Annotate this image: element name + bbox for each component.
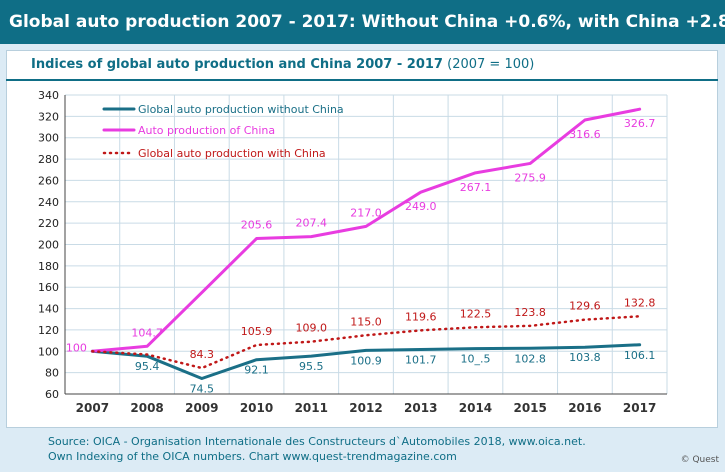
data-label-1-10: 326.7 [624,117,656,130]
chart-subtitle: Indices of global auto production and Ch… [31,57,534,72]
x-tick-label-2013: 2013 [404,401,437,415]
y-tick-label-120: 120 [38,324,59,337]
series-line-2 [91,315,641,370]
x-tick-label-2009: 2009 [185,401,218,415]
header-title: Global auto production 2007 - 2017: With… [0,0,725,44]
y-tick-label-240: 240 [38,196,59,209]
y-tick-label-140: 140 [38,303,59,316]
data-label-0-10: 106.1 [624,349,656,362]
x-tick-label-2015: 2015 [513,401,546,415]
chart-data-labels: 95.4 74.5 92.1 95.5 100.9 101.7 10_.5 102.8 103.… [66,117,656,395]
x-tick-label-2007: 2007 [76,401,109,415]
chart-panel [6,50,718,428]
y-tick-label-100: 100 [38,345,59,358]
y-tick-label-320: 320 [38,110,59,123]
data-label-2-9: 129.6 [569,300,601,313]
copyright-credit: © Quest [680,455,719,465]
x-tick-label-2017: 2017 [623,401,656,415]
data-label-1-4: 207.4 [296,217,328,230]
data-label-2-6: 119.6 [405,310,437,323]
legend-label-2: Global auto production with China [138,147,326,160]
source-line-2: Own Indexing of the OICA numbers. Chart … [48,450,457,463]
data-label-0-6: 101.7 [405,353,437,366]
data-label-2-5: 115.0 [350,315,382,328]
data-label-0-2: 74.5 [190,383,215,396]
data-label-2-8: 123.8 [514,306,546,319]
x-tick-label-2016: 2016 [568,401,601,415]
y-tick-label-200: 200 [38,239,59,252]
y-tick-label-180: 180 [38,260,59,273]
subtitle-main: Indices of global auto production and Ch… [31,57,443,72]
y-tick-label-300: 300 [38,132,59,145]
source-line-1: Source: OICA - Organisation Internationa… [48,435,586,448]
y-tick-label-80: 80 [45,367,59,380]
data-label-0-1: 95.4 [135,360,160,373]
y-tick-label-220: 220 [38,217,59,230]
y-tick-label-280: 280 [38,153,59,166]
data-label-1-9: 316.6 [569,128,601,141]
data-label-1-8: 275.9 [514,171,546,184]
data-label-0-7: 10_.5 [460,353,490,366]
data-label-1-6: 249.0 [405,200,437,213]
chart-series [90,107,642,381]
y-tick-label-260: 260 [38,174,59,187]
chart-legend: Global auto production without China Auto… [102,103,344,160]
x-tick-label-2012: 2012 [349,401,382,415]
x-tick-label-2010: 2010 [240,401,273,415]
chart-axes: 60 80 100 120 140 160 180 200 220 240 260 280 300 320… [38,89,667,415]
data-label-1-3: 205.6 [241,219,273,232]
x-tick-label-2014: 2014 [459,401,492,415]
data-label-0-9: 103.8 [569,351,601,364]
data-label-0-8: 102.8 [514,352,546,365]
x-tick-label-2011: 2011 [295,401,328,415]
y-tick-label-60: 60 [45,388,59,401]
data-label-2-4: 109.0 [296,322,328,335]
data-label-2-10: 132.8 [624,296,656,309]
data-label-0-5: 100.9 [350,354,382,367]
data-label-1-0: 100 [66,341,87,354]
data-label-1-5: 217.0 [350,206,382,219]
y-tick-label-340: 340 [38,89,59,102]
data-label-0-4: 95.5 [299,360,324,373]
data-label-1-1: 104.7 [131,326,163,339]
data-label-2-2: 84.3 [190,348,215,361]
x-tick-label-2008: 2008 [130,401,163,415]
subtitle-note: (2007 = 100) [447,57,535,72]
data-label-2-7: 122.5 [460,307,492,320]
subtitle-divider [6,79,718,81]
data-label-0-3: 92.1 [244,364,269,377]
y-tick-label-160: 160 [38,281,59,294]
data-label-1-7: 267.1 [460,181,492,194]
legend-label-0: Global auto production without China [138,103,344,116]
data-label-2-3: 105.9 [241,325,273,338]
legend-label-1: Auto production of China [138,124,275,137]
source-note: Source: OICA - Organisation Internationa… [48,434,586,464]
